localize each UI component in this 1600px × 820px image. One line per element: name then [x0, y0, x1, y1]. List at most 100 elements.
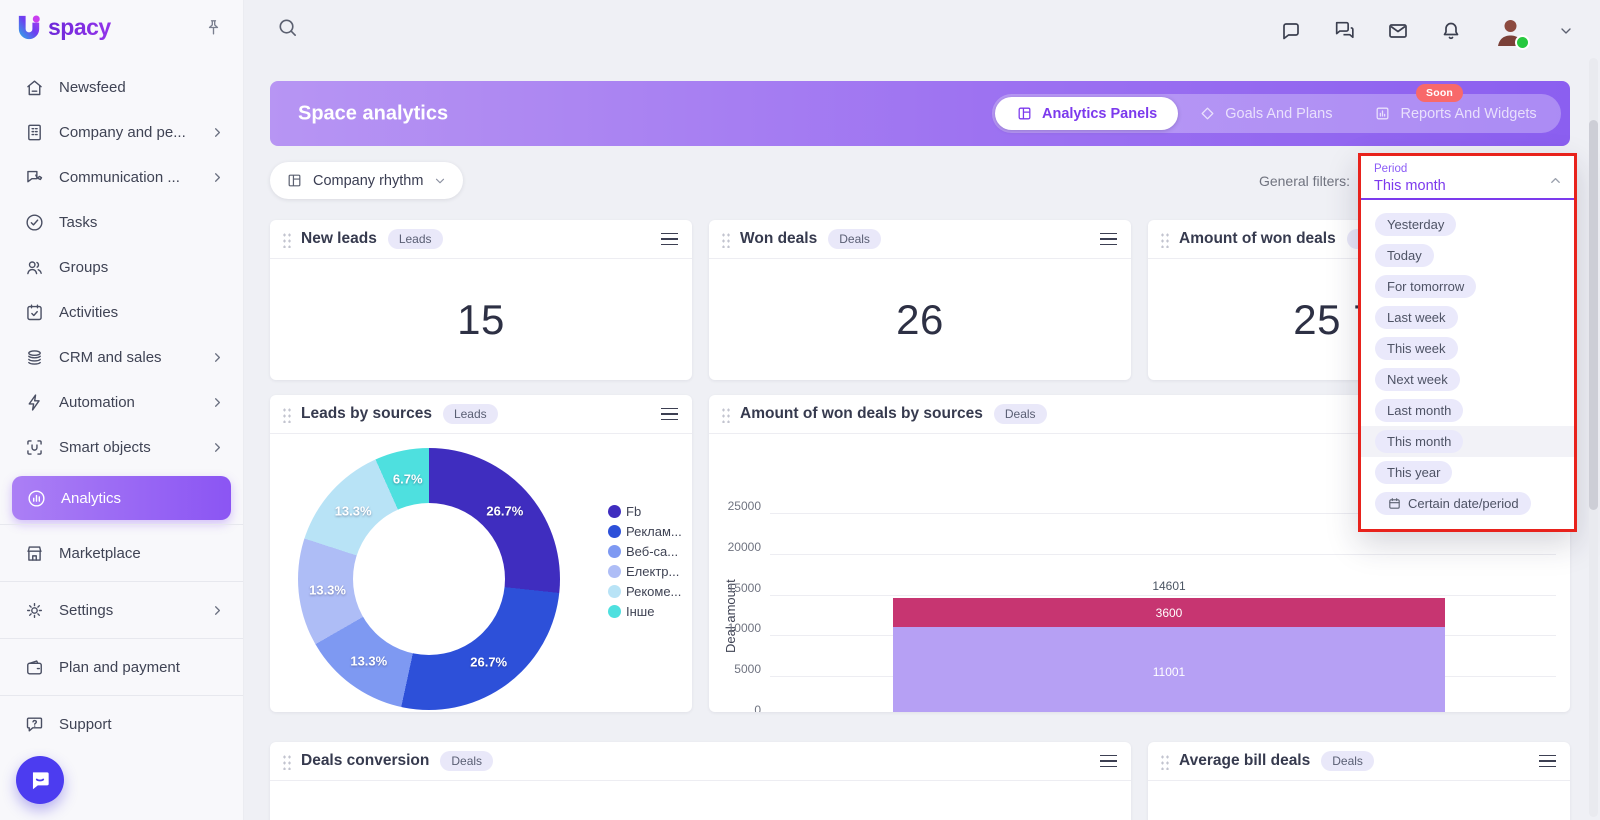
sidebar-item-groups[interactable]: Groups: [0, 245, 243, 290]
sidebar-item-automation[interactable]: Automation: [0, 380, 243, 425]
mail-icon[interactable]: [1386, 19, 1410, 43]
sidebar-item-analytics[interactable]: Analytics: [12, 476, 231, 520]
card-menu-icon[interactable]: [1539, 755, 1556, 767]
card-menu-icon[interactable]: [661, 408, 678, 420]
sidebar-item-communication[interactable]: Communication ...: [0, 155, 243, 200]
sidebar-item-settings[interactable]: Settings: [0, 582, 243, 638]
drag-handle-icon[interactable]: [721, 405, 730, 423]
sidebar-divider: [0, 695, 243, 696]
card-title: Deals conversion: [301, 752, 430, 769]
card-menu-icon[interactable]: [1100, 233, 1117, 245]
period-select[interactable]: Period This month: [1361, 156, 1574, 200]
general-filters-label: General filters:: [1258, 173, 1350, 189]
dashboard-selector[interactable]: Company rhythm: [270, 162, 464, 199]
donut-slice-label: 26.7%: [486, 503, 524, 519]
online-status-dot: [1515, 35, 1530, 50]
tab-reports-and-widgets[interactable]: Reports And Widgets: [1353, 97, 1557, 130]
layers-icon: [24, 347, 45, 368]
entity-badge: Deals: [1321, 751, 1374, 771]
period-option-today[interactable]: Today: [1361, 240, 1574, 271]
legend-swatch: [608, 565, 621, 578]
comment-icon[interactable]: [1279, 19, 1303, 43]
period-dropdown: Period This month Yesterday Today For tomo…: [1358, 153, 1577, 532]
legend-label: Реклам...: [626, 524, 682, 539]
sidebar: spacy Newsfeed Company and pe... Communica…: [0, 0, 244, 820]
sidebar-item-label: Smart objects: [59, 439, 151, 456]
calendar-icon: [1387, 496, 1402, 511]
sidebar-item-marketplace[interactable]: Marketplace: [0, 525, 243, 581]
people-icon: [24, 257, 45, 278]
sidebar-item-newsfeed[interactable]: Newsfeed: [0, 65, 243, 110]
uspacy-logo[interactable]: spacy: [14, 12, 111, 43]
y-tick-label: 25000: [727, 499, 761, 513]
uspacy-logo-mark: [18, 15, 40, 40]
drag-handle-icon[interactable]: [1160, 230, 1169, 248]
drag-handle-icon[interactable]: [282, 405, 291, 423]
sidebar-item-tasks[interactable]: Tasks: [0, 200, 243, 245]
metric-value: 26: [896, 295, 944, 343]
card-new-leads: New leads Leads 15: [270, 220, 692, 380]
support-chat-fab[interactable]: [16, 756, 64, 804]
scrollbar-thumb[interactable]: [1589, 120, 1598, 510]
goals-icon: [1199, 105, 1216, 122]
calendar-check-icon: [24, 302, 45, 323]
period-option-next-week[interactable]: Next week: [1361, 364, 1574, 395]
period-selected-value: This month: [1374, 178, 1446, 194]
drag-handle-icon[interactable]: [282, 230, 291, 248]
period-option-certain-date-period[interactable]: Certain date/period: [1361, 488, 1574, 519]
legend-swatch: [608, 605, 621, 618]
legend-swatch: [608, 585, 621, 598]
sidebar-item-label: Automation: [59, 394, 135, 411]
period-option-last-week[interactable]: Last week: [1361, 302, 1574, 333]
analytics-icon: [26, 488, 47, 509]
sidebar-item-label: CRM and sales: [59, 349, 162, 366]
period-option-label: Certain date/period: [1408, 496, 1519, 511]
sidebar-item-label: Settings: [59, 601, 114, 619]
card-title: Leads by sources: [301, 405, 432, 422]
sidebar-item-crm[interactable]: CRM and sales: [0, 335, 243, 380]
y-tick-label: 20000: [727, 539, 761, 554]
legend-swatch: [608, 525, 621, 538]
drag-handle-icon[interactable]: [721, 230, 730, 248]
bar-segment-Fb: 11001: [893, 627, 1445, 712]
search-icon[interactable]: [276, 16, 299, 39]
sidebar-item-support[interactable]: Support: [0, 696, 243, 752]
pin-sidebar-icon[interactable]: [204, 18, 223, 37]
period-option-this-week[interactable]: This week: [1361, 333, 1574, 364]
gridline: [770, 594, 1556, 596]
legend-item: Рекоме...: [608, 584, 686, 599]
period-option-this-year[interactable]: This year: [1361, 457, 1574, 488]
bar-total-label: 14601: [1152, 578, 1186, 593]
period-option-this-month[interactable]: This month: [1361, 426, 1574, 457]
tab-label: Goals And Plans: [1225, 105, 1333, 122]
period-option-label: Yesterday: [1387, 217, 1445, 232]
amount-by-sources-bar-chart: Deal amount 050001000015000200002500030 …: [709, 434, 1570, 712]
sidebar-item-activities[interactable]: Activities: [0, 290, 243, 335]
card-menu-icon[interactable]: [1100, 755, 1117, 767]
entity-badge: Deals: [993, 404, 1047, 424]
chevron-right-icon: [210, 170, 225, 185]
tab-goals-and-plans[interactable]: Goals And Plans: [1178, 97, 1353, 130]
bell-icon[interactable]: [1439, 19, 1463, 43]
sidebar-item-company[interactable]: Company and pe...: [0, 110, 243, 155]
chevron-down-icon[interactable]: [1558, 23, 1574, 39]
card-menu-icon[interactable]: [661, 233, 678, 245]
sidebar-item-smart-objects[interactable]: Smart objects: [0, 425, 243, 470]
period-option-yesterday[interactable]: Yesterday: [1361, 209, 1574, 240]
chats-icon[interactable]: [1332, 18, 1357, 43]
stacked-bar[interactable]: 14601 3600 11001: [893, 579, 1445, 712]
drag-handle-icon[interactable]: [282, 752, 291, 770]
tab-analytics-panels[interactable]: Analytics Panels: [995, 97, 1179, 130]
help-bubble-icon: [24, 714, 45, 735]
sidebar-item-plan-payment[interactable]: Plan and payment: [0, 639, 243, 695]
user-avatar[interactable]: [1492, 12, 1530, 50]
drag-handle-icon[interactable]: [1160, 752, 1169, 770]
donut-slice-label: 13.3%: [334, 503, 372, 519]
donut-slice-label: 13.3%: [309, 582, 346, 598]
chevron-right-icon: [210, 395, 225, 410]
topbar-actions: [1279, 12, 1574, 50]
gridline: [770, 553, 1556, 555]
period-option-for-tomorrow[interactable]: For tomorrow: [1361, 271, 1574, 302]
period-option-last-month[interactable]: Last month: [1361, 395, 1574, 426]
